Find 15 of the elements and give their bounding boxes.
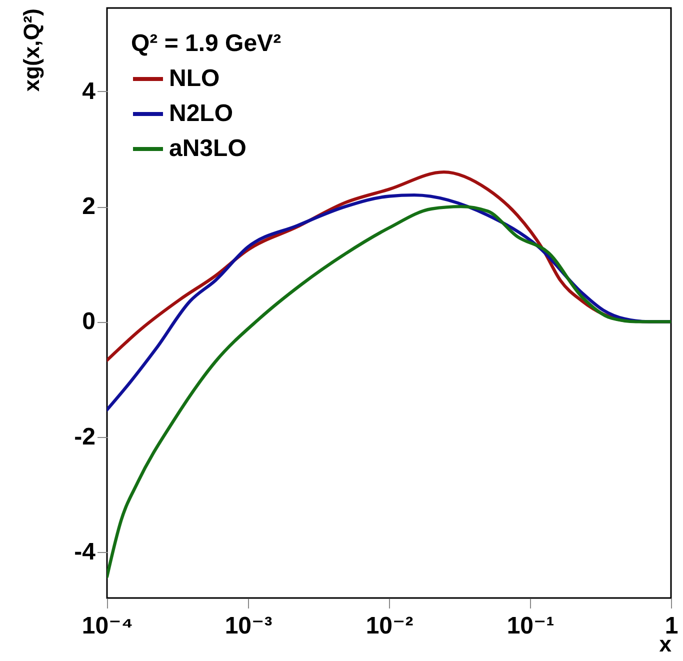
x-tick-label: 1 <box>664 612 678 640</box>
y-axis-title: xg(x,Q²) <box>19 8 44 92</box>
y-tick-label: 4 <box>82 78 96 105</box>
y-tick-label: -4 <box>74 538 96 566</box>
legend-label: N2LO <box>169 100 234 127</box>
y-tick-label: 2 <box>82 193 96 220</box>
y-tick-label: -2 <box>74 423 96 450</box>
x-tick-label: 10⁻⁴ <box>82 612 134 640</box>
x-tick-label: 10⁻¹ <box>506 612 554 640</box>
x-tick-label: 10⁻² <box>366 612 414 640</box>
x-tick-label: 10⁻³ <box>224 612 272 640</box>
legend-label: aN3LO <box>169 135 246 162</box>
legend-title: Q² = 1.9 GeV² <box>131 30 282 57</box>
y-tick-label: 0 <box>82 308 96 336</box>
legend-label: NLO <box>169 65 220 92</box>
